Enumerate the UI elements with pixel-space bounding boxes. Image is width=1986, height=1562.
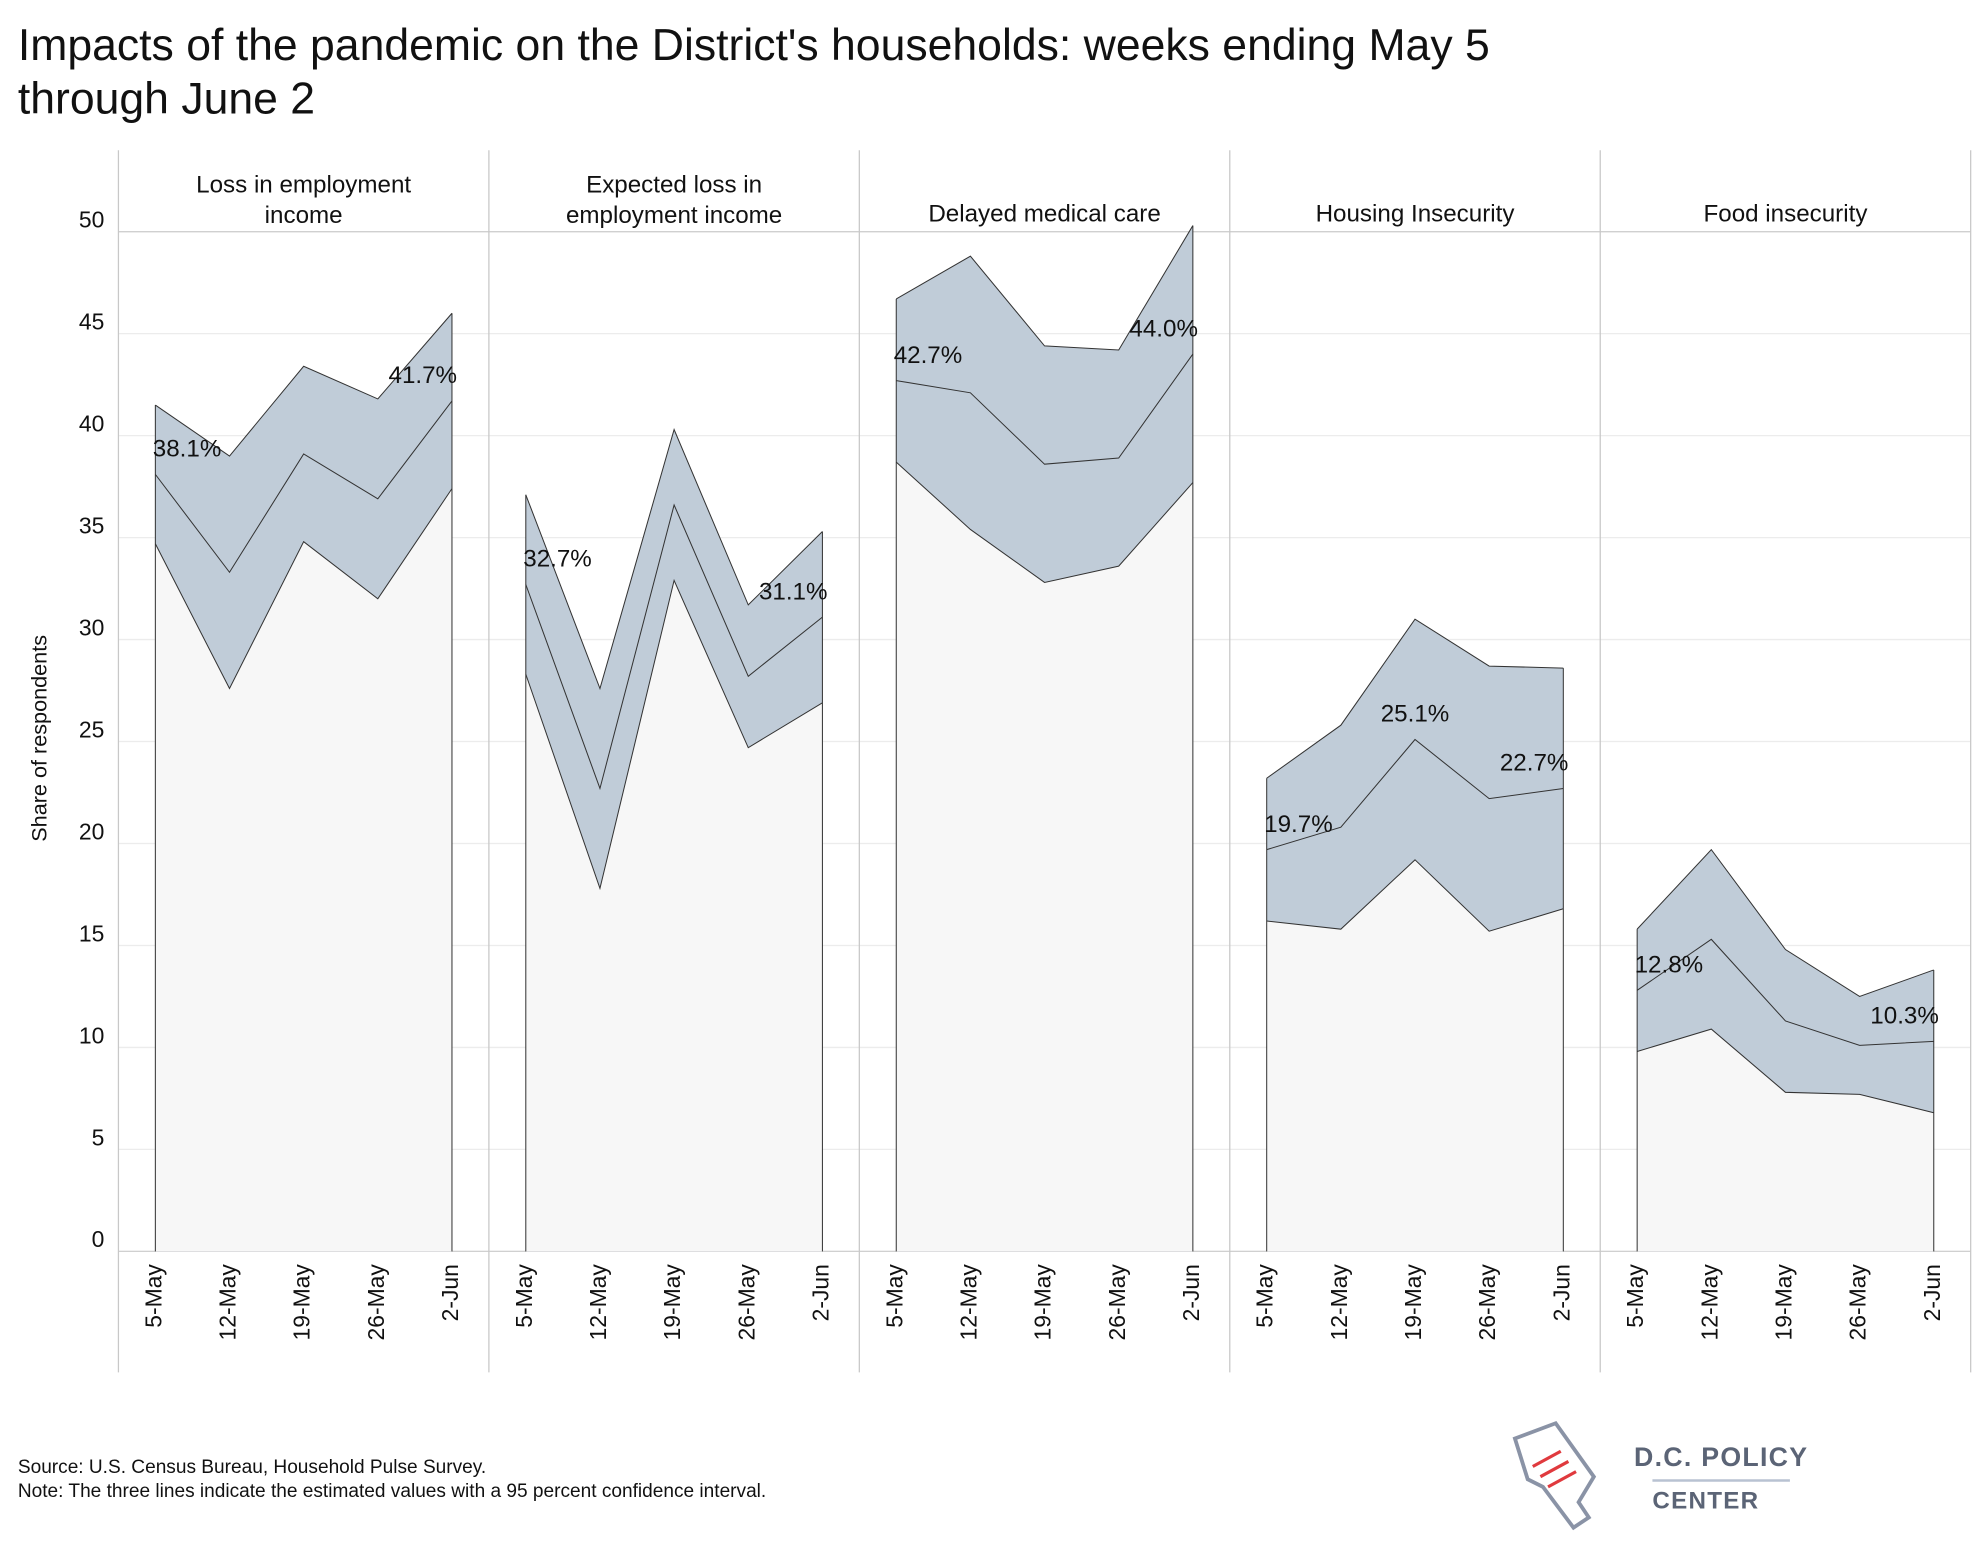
x-tick-label: 2-Jun	[1919, 1264, 1945, 1321]
data-label: 38.1%	[153, 436, 222, 463]
y-tick-label: 5	[92, 1124, 105, 1150]
logo-stripe	[1547, 1470, 1577, 1489]
panel-title: Loss in employment	[196, 171, 411, 198]
x-tick-label: 2-Jun	[1178, 1264, 1204, 1321]
y-axis-label: Share of respondents	[26, 635, 51, 842]
x-tick-label: 19-May	[1771, 1264, 1797, 1341]
x-tick-label: 19-May	[289, 1264, 315, 1341]
x-tick-label: 12-May	[1326, 1264, 1352, 1341]
base-area	[896, 462, 1193, 1252]
series-line	[155, 312, 453, 457]
series-line	[1266, 859, 1564, 932]
series-line	[1266, 618, 1564, 779]
data-label: 32.7%	[523, 546, 592, 573]
x-tick-label: 26-May	[1845, 1264, 1871, 1341]
y-tick-label: 15	[79, 920, 104, 946]
series-line	[1636, 938, 1934, 1046]
series-line	[525, 503, 823, 791]
x-tick-label: 2-Jun	[807, 1264, 833, 1321]
x-tick-label: 5-May	[140, 1264, 166, 1328]
x-tick-label: 2-Jun	[437, 1264, 463, 1321]
chart-title: through June 2	[18, 75, 315, 124]
series-line	[1637, 1028, 1934, 1114]
y-tick-label: 40	[79, 410, 104, 436]
x-tick-label: 12-May	[585, 1264, 611, 1341]
data-label: 41.7%	[389, 362, 458, 389]
x-tick-label: 19-May	[1400, 1264, 1426, 1341]
x-tick-label: 26-May	[363, 1264, 389, 1341]
logo-icon	[1512, 1420, 1597, 1531]
x-tick-label: 26-May	[733, 1264, 759, 1341]
source: Source: U.S. Census Bureau, Household Pu…	[18, 1457, 486, 1478]
y-tick-label: 0	[92, 1226, 105, 1252]
logo-stripe	[1539, 1460, 1570, 1479]
y-tick-label: 45	[79, 309, 104, 335]
y-tick-label: 30	[79, 614, 104, 640]
series-line	[895, 461, 1194, 584]
data-label: 44.0%	[1129, 315, 1198, 342]
data-label: 19.7%	[1264, 811, 1333, 838]
y-tick-label: 50	[79, 207, 104, 233]
base-area	[1266, 859, 1564, 1252]
note: Note: The three lines indicate the estim…	[18, 1481, 766, 1502]
panel-title: income	[265, 202, 343, 229]
y-tick-label: 25	[79, 716, 104, 742]
logo-text: D.C. POLICY	[1634, 1442, 1808, 1472]
data-label: 31.1%	[759, 578, 828, 605]
series-line	[1636, 848, 1934, 998]
series-line	[525, 578, 823, 891]
x-tick-label: 5-May	[511, 1264, 537, 1328]
series-line	[525, 427, 823, 691]
logo-stripe	[1532, 1449, 1562, 1468]
x-tick-label: 12-May	[1696, 1264, 1722, 1341]
x-tick-label: 12-May	[955, 1264, 981, 1341]
y-tick-label: 20	[79, 818, 104, 844]
y-tick-label: 10	[79, 1022, 104, 1048]
base-area	[1637, 1029, 1934, 1252]
data-label: 42.7%	[894, 342, 963, 369]
series-line	[895, 225, 1194, 351]
panel-title: Housing Insecurity	[1316, 201, 1516, 228]
series-line	[154, 488, 453, 690]
data-label: 10.3%	[1870, 1003, 1939, 1030]
panel-title: Delayed medical care	[928, 201, 1160, 228]
data-label: 22.7%	[1500, 750, 1569, 777]
data-label: 25.1%	[1381, 701, 1450, 728]
data-label: 12.8%	[1635, 952, 1704, 979]
logo-text: CENTER	[1652, 1488, 1759, 1515]
x-tick-label: 19-May	[659, 1264, 685, 1341]
x-tick-label: 26-May	[1474, 1264, 1500, 1341]
panel-title: Expected loss in	[586, 171, 762, 198]
x-tick-label: 5-May	[881, 1264, 907, 1328]
logo: D.C. POLICY CENTER	[1512, 1420, 1808, 1531]
base-area	[155, 488, 452, 1252]
series-line	[896, 353, 1194, 465]
chart-title: Impacts of the pandemic on the District'…	[18, 21, 1490, 70]
x-tick-label: 5-May	[1622, 1264, 1648, 1328]
panel-title: employment income	[566, 202, 782, 229]
panel-title: Food insecurity	[1704, 201, 1869, 228]
x-tick-label: 12-May	[215, 1264, 241, 1341]
y-tick-label: 35	[79, 512, 104, 538]
x-tick-label: 19-May	[1030, 1264, 1056, 1341]
x-tick-label: 26-May	[1104, 1264, 1130, 1341]
x-tick-label: 2-Jun	[1548, 1264, 1574, 1321]
x-tick-label: 5-May	[1252, 1264, 1278, 1328]
series-line	[154, 400, 453, 574]
series-line	[1266, 738, 1564, 851]
